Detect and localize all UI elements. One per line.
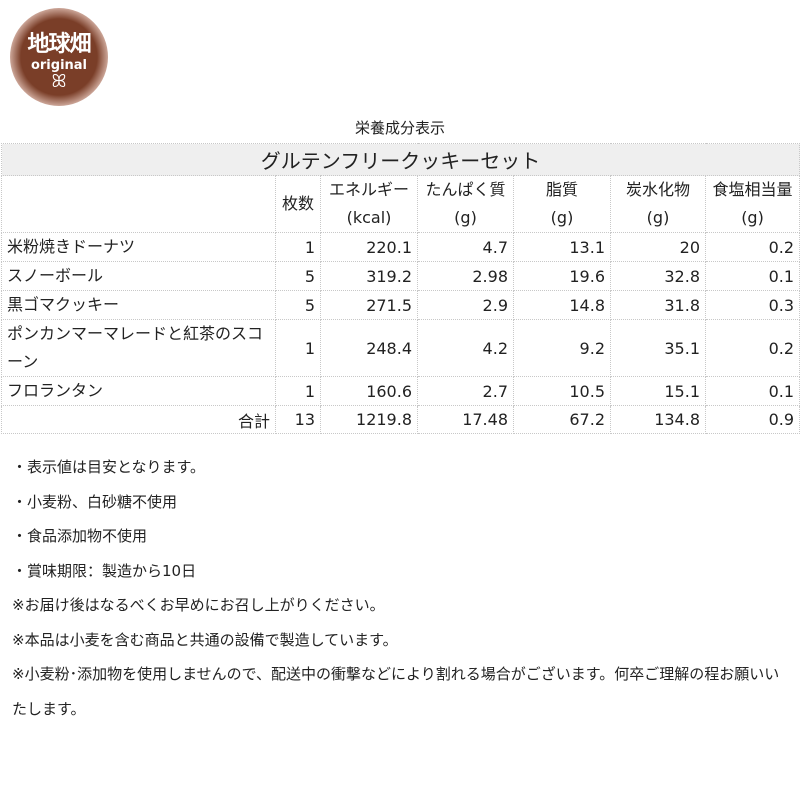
cell-value: 2.9 [417,290,514,320]
header-unit: (kcal) [346,208,392,227]
notes: ・表示値は目安となります。 ・小麦粉、白砂糖不使用 ・食品添加物不使用・賞味期限：製… [12,450,792,726]
cell-value: 13 [275,405,321,434]
logo-text: 地球畑 [27,32,91,57]
column-header [1,175,276,233]
logo-subtext: original [30,58,88,73]
item-name: 合計 [1,405,276,434]
cell-value: 248.4 [320,319,418,377]
cell-value: 4.2 [417,319,514,377]
cell-value: 271.5 [320,290,418,320]
header-label: 枚数 [281,194,314,213]
cell-value: 9.2 [513,319,611,377]
header-label: 炭水化物 [625,180,690,199]
sprout-icon: ꕤ [51,71,67,92]
brand-logo: 地球畑 original ꕤ [10,8,108,106]
note-line: ・食品添加物不使用 [12,527,148,545]
cell-value: 1 [275,232,321,262]
note-line: ※本品は小麦を含む商品と共通の設備で製造しています。 [12,630,398,649]
column-header: 枚数 [275,175,321,233]
cell-value: 35.1 [610,319,706,377]
header-label: 食塩相当量 [712,180,793,199]
cell-value: 31.8 [610,290,706,320]
cell-value: 5 [275,261,321,291]
cell-value: 2.98 [417,261,514,291]
cell-value: 0.1 [704,261,800,291]
cell-value: 2.7 [417,376,514,406]
cell-value: 20 [610,232,706,262]
cell-value: 10.5 [513,376,611,406]
column-header: 炭水化物 (g) [610,175,706,233]
note-line: ※お届け後はなるべくお早めにお召し上がりください。 [12,596,385,614]
header-label: エネルギー [328,180,409,199]
table-row: スノーボール 5 319.2 2.98 19.6 32.8 0.1 [1,261,800,291]
note-line: ・表示値は目安となります。 [12,458,206,476]
cell-value: 14.8 [513,290,611,320]
table-row: 米粉焼きドーナツ 1 220.1 4.7 13.1 20 0.2 [1,232,800,262]
item-name: 米粉焼きドーナツ [1,232,276,262]
total-row: 合計 13 1219.8 17.48 67.2 134.8 0.9 [1,405,800,434]
cell-value: 67.2 [513,405,611,434]
cell-value: 4.7 [417,232,514,262]
item-name: 黒ゴマクッキー [1,290,276,320]
cell-value: 32.8 [610,261,706,291]
cell-value: 19.6 [513,261,611,291]
cell-value: 0.1 [704,376,800,406]
cell-value: 160.6 [320,376,418,406]
header-label: たんぱく質 [425,180,506,199]
cell-value: 5 [275,290,321,320]
cell-value: 17.48 [417,405,514,434]
cell-value: 1 [275,376,321,406]
cell-value: 15.1 [610,376,706,406]
cell-value: 0.2 [704,319,800,377]
cell-value: 0.2 [704,232,800,262]
table-row: フロランタン 1 160.6 2.7 10.5 15.1 0.1 [1,376,800,406]
cell-value: 13.1 [513,232,611,262]
cell-value: 1 [275,319,321,377]
cell-value: 319.2 [320,261,418,291]
header-label: 脂質 [545,180,578,199]
column-header: エネルギー (kcal) [320,175,418,233]
cell-value: 220.1 [320,232,418,262]
table-row: 黒ゴマクッキー 5 271.5 2.9 14.8 31.8 0.3 [1,290,800,320]
note-line: ・小麦粉、白砂糖不使用 [12,492,178,511]
product-title: グルテンフリークッキーセット [0,143,800,176]
table-caption: 栄養成分表示 [354,119,445,137]
cell-value: 1219.8 [320,405,418,434]
cell-value: 0.3 [704,290,800,320]
table-row: ポンカンマーマレードと紅茶のスコーン 1 248.4 4.2 9.2 35.1 0.2 [1,319,800,377]
item-name: スノーボール [1,261,276,291]
note-line: ・賞味期限：製造から10日 [12,561,197,580]
item-name: ポンカンマーマレードと紅茶のスコーン [1,319,276,377]
column-header: 食塩相当量 (g) [704,175,800,233]
header-unit: (g) [550,208,574,227]
cell-value: 0.9 [704,405,800,434]
header-row: 枚数 エネルギー (kcal) たんぱく質 (g) 脂質 (g) 炭水化物 (g) 食塩相当量 (g… [1,175,800,233]
header-unit: (g) [741,208,764,227]
note-line: ※小麦粉･添加物を使用しませんので、配送中の衝撃などにより割れる場合がございます… [12,665,780,718]
cell-value: 134.8 [610,405,706,434]
nutrition-table: グルテンフリークッキーセット 枚数 エネルギー (kcal) たんぱく質 (g) 脂質 (g… [0,143,800,434]
header-unit: (g) [454,208,477,227]
header-unit: (g) [646,208,670,227]
column-header: たんぱく質 (g) [417,175,514,233]
column-header: 脂質 (g) [513,175,611,233]
item-name: フロランタン [1,376,276,406]
